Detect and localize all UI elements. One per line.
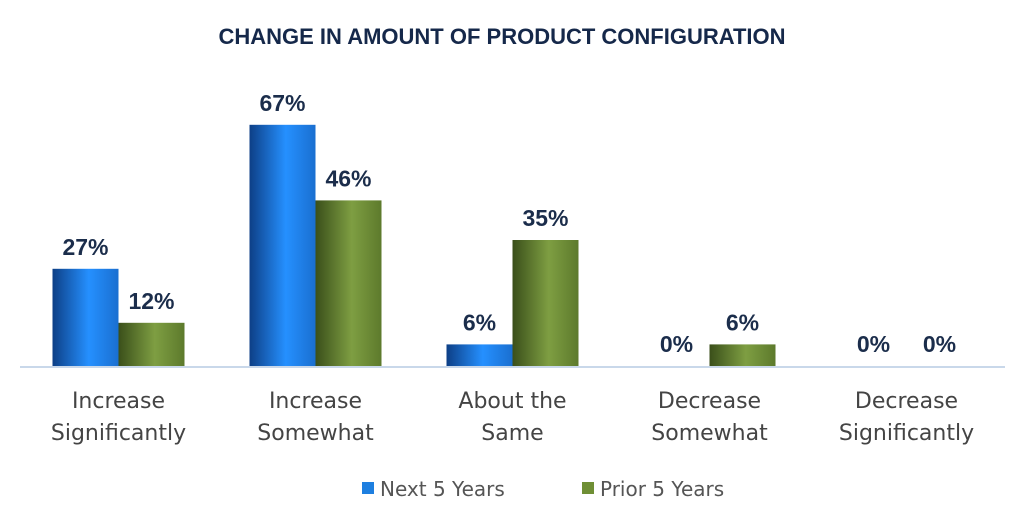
category-label: Increase (72, 389, 165, 414)
bar-next-2 (446, 344, 513, 366)
category-label: Significantly (51, 421, 186, 446)
category-label: Somewhat (651, 421, 768, 446)
data-label: 6% (463, 309, 496, 335)
legend: Next 5 Years Prior 5 Years (362, 477, 724, 501)
legend-swatch (582, 482, 594, 494)
bar-prior-1 (315, 200, 382, 366)
bar-prior-3 (709, 344, 776, 366)
data-label: 46% (325, 165, 371, 191)
category-label: Decrease (658, 389, 761, 414)
legend-swatch (362, 482, 374, 494)
legend-label: Next 5 Years (380, 477, 505, 501)
category-label: About the (458, 389, 566, 414)
category-label: Somewhat (257, 421, 374, 446)
data-label: 67% (259, 90, 305, 116)
data-label: 0% (923, 331, 956, 357)
bar-next-1 (249, 124, 316, 366)
bar-next-0 (52, 268, 119, 366)
data-label: 0% (857, 331, 890, 357)
category-label: Significantly (839, 421, 974, 446)
bar-prior-0 (118, 322, 185, 366)
bar-prior-2 (512, 240, 579, 366)
data-label: 35% (522, 205, 568, 231)
legend-label: Prior 5 Years (600, 477, 724, 501)
data-label: 12% (128, 288, 174, 314)
category-label: Same (481, 421, 543, 446)
data-label: 6% (726, 309, 759, 335)
data-label: 27% (62, 234, 108, 260)
category-label: Decrease (855, 389, 958, 414)
data-label: 0% (660, 331, 693, 357)
category-label: Increase (269, 389, 362, 414)
chart-title: CHANGE IN AMOUNT OF PRODUCT CONFIGURATIO… (218, 24, 785, 49)
